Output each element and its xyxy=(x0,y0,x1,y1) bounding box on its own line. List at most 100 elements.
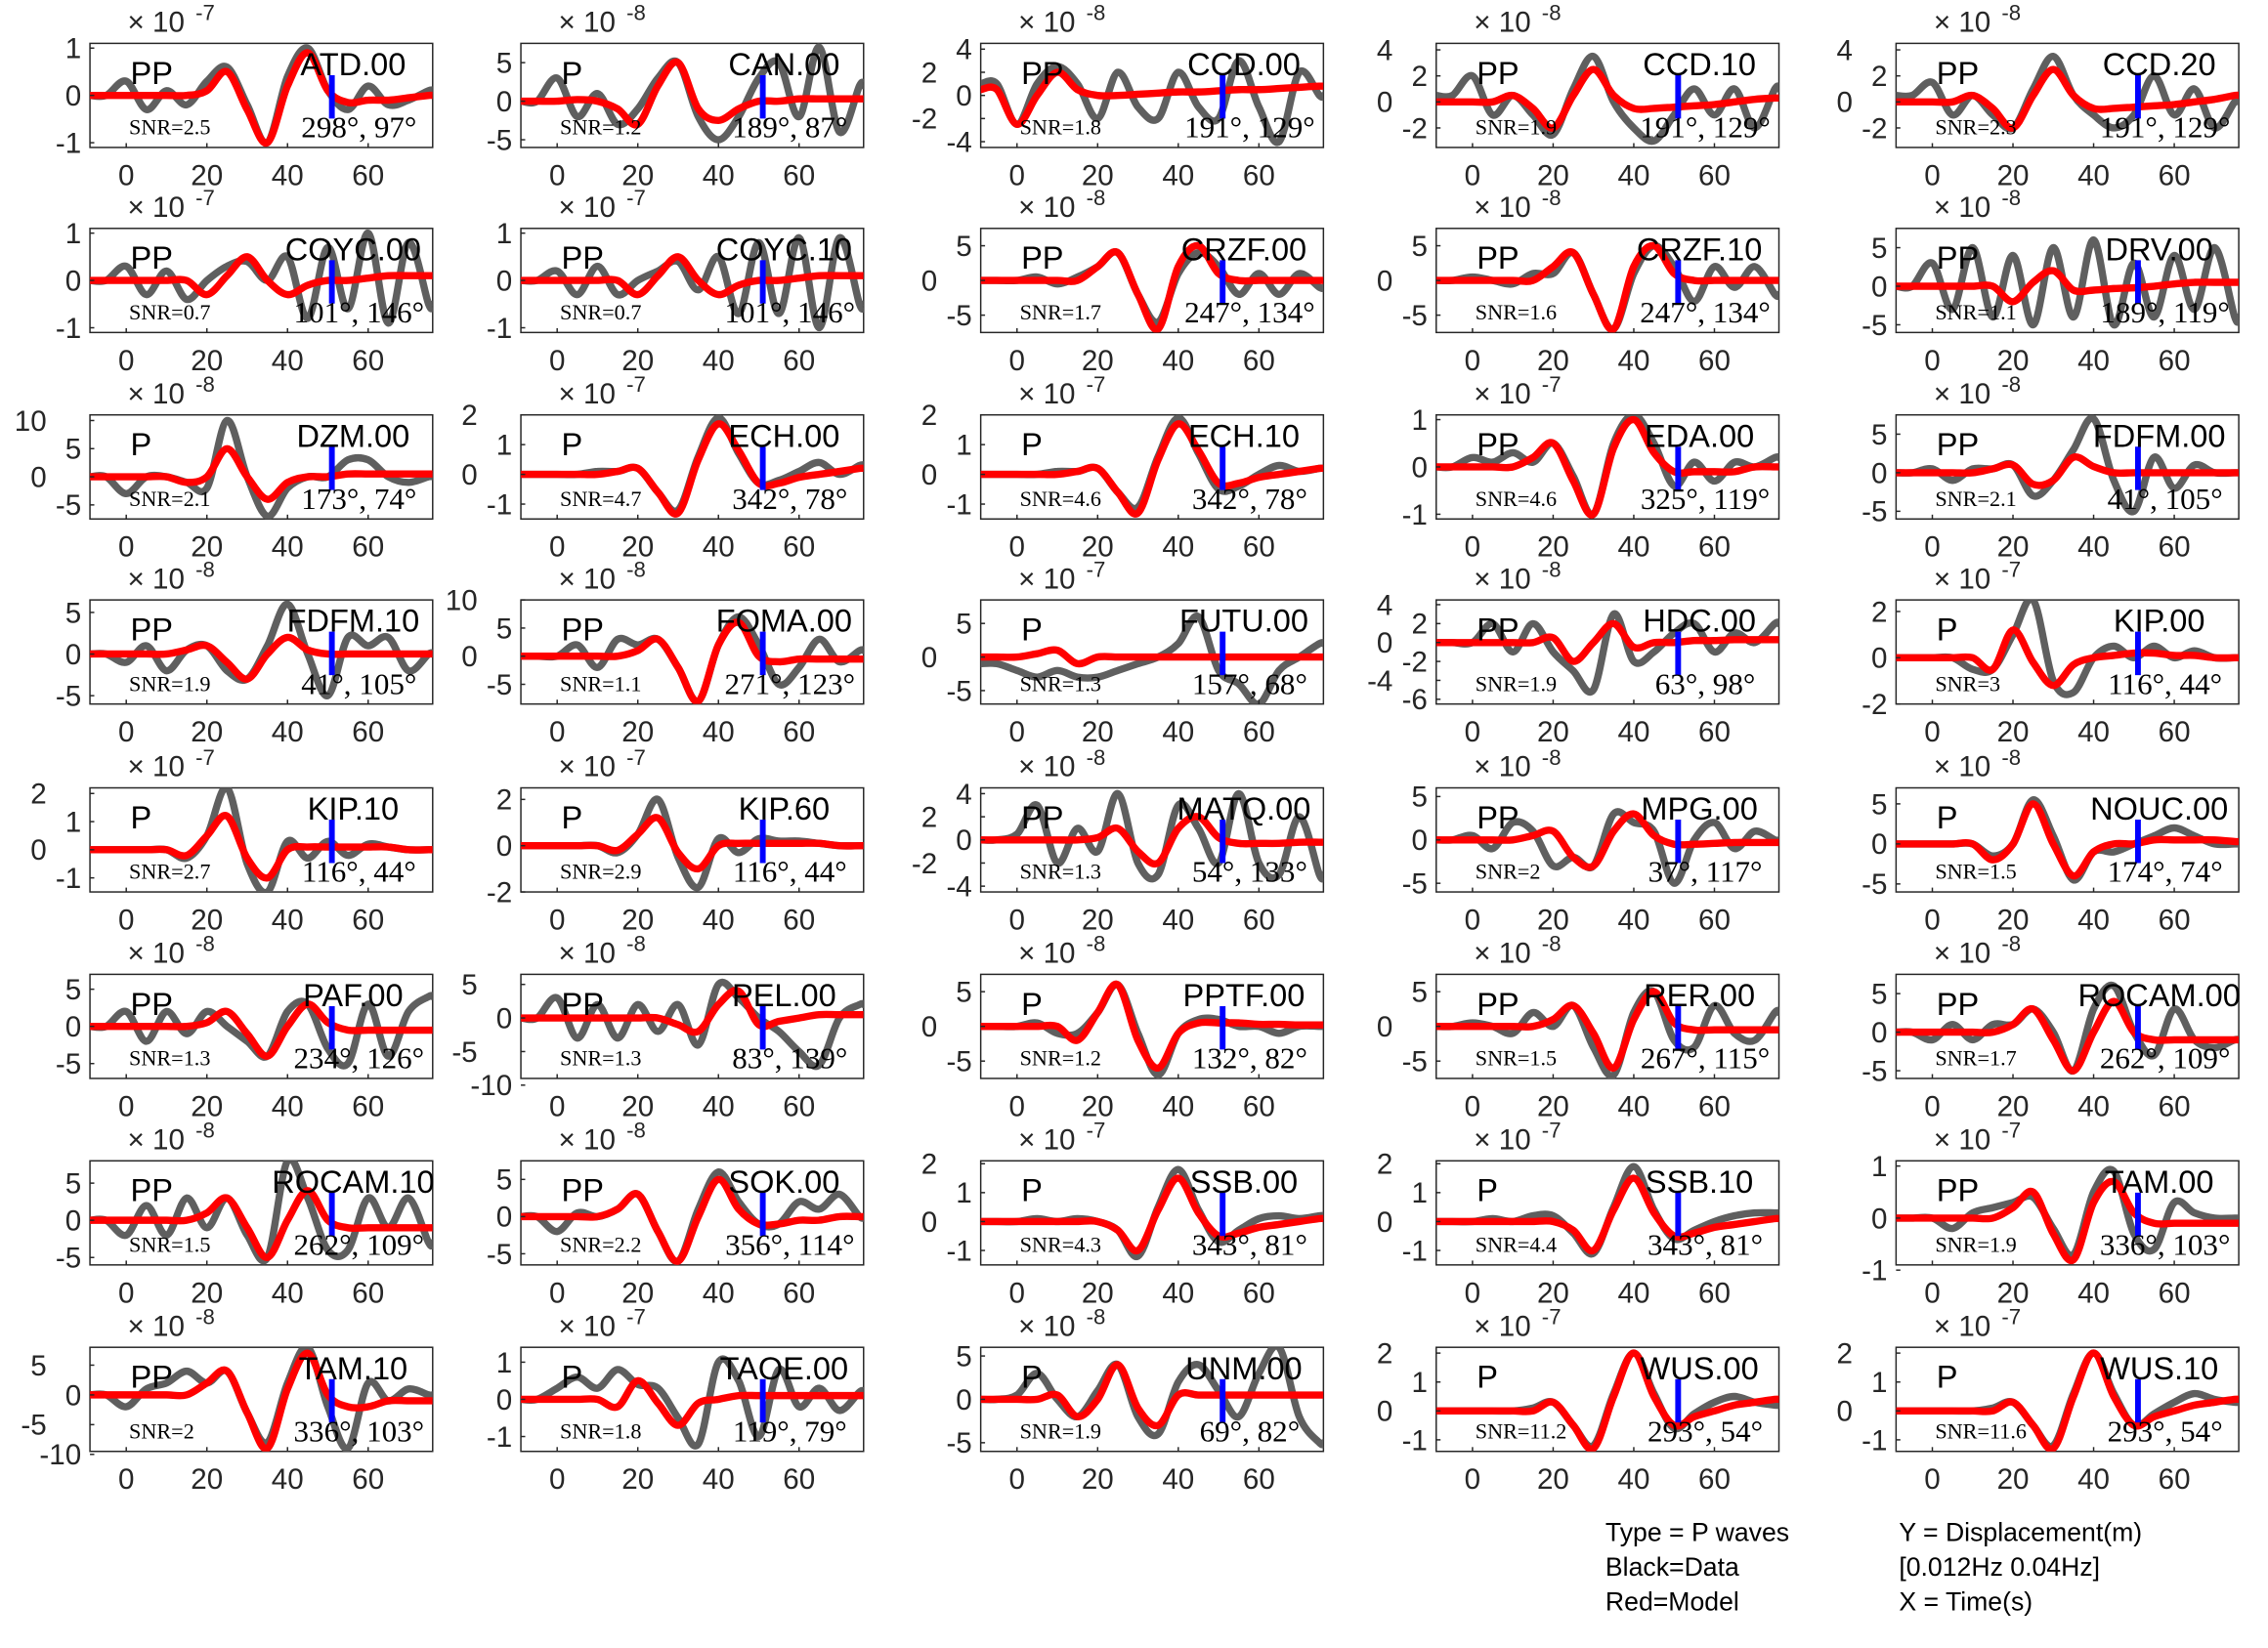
y-tick-label: -2 xyxy=(912,104,937,136)
y-tick-label: 0 xyxy=(956,824,971,857)
snr-label: SNR=11.6 xyxy=(1935,1418,2027,1443)
y-tick-label: 0 xyxy=(496,1384,512,1416)
y-tick-label: -2 xyxy=(1861,112,1887,145)
scale-exponent: -8 xyxy=(1542,932,1562,956)
scale-exponent: -7 xyxy=(2001,1305,2021,1330)
x-tick-label: 60 xyxy=(1698,345,1731,377)
x-tick-label: 40 xyxy=(703,531,735,564)
x-tick-label: 40 xyxy=(272,1463,304,1496)
x-tick-label: 20 xyxy=(1082,159,1114,191)
y-tick-label: 2 xyxy=(921,1149,937,1181)
x-tick-label: 60 xyxy=(783,531,815,564)
x-tick-label: 40 xyxy=(703,1277,735,1309)
scale-exponent: -8 xyxy=(195,1119,215,1143)
legend-line: Black=Data xyxy=(1605,1552,1739,1582)
azimuth-label: 101°, 146° xyxy=(294,295,425,329)
scale-exponent: -8 xyxy=(1087,186,1106,210)
azimuth-label: 173°, 74° xyxy=(301,482,416,516)
y-tick-label: 5 xyxy=(1871,232,1887,265)
x-tick-label: 20 xyxy=(621,531,654,564)
panel-unm-00: P UNM.00 SNR=1.9 69°, 82° × 10 -8 -5 0 5 0 20 40 60 xyxy=(946,1305,1325,1496)
scale-exponent: -8 xyxy=(1087,1,1106,25)
scale-exponent: -8 xyxy=(195,372,215,397)
legend: Type = P waves Black=Data Red=Model Y = Dis… xyxy=(1605,1517,2142,1616)
snr-label: SNR=1.3 xyxy=(129,1046,210,1071)
panel-sok-00: PP SOK.00 SNR=2.2 356°, 114° × 10 -8 -5 0 5 0 20 40… xyxy=(487,1119,865,1309)
station-label: KIP.10 xyxy=(308,791,400,826)
scale-factor: × 10 xyxy=(559,191,616,224)
azimuth-label: 69°, 82° xyxy=(1200,1414,1301,1448)
y-tick-label: 0 xyxy=(1871,1017,1887,1049)
x-tick-label: 0 xyxy=(549,1277,565,1309)
x-tick-label: 0 xyxy=(1465,716,1480,748)
x-tick-label: 60 xyxy=(1243,531,1275,564)
y-tick-label: -1 xyxy=(946,488,971,521)
y-tick-label: 2 xyxy=(30,779,46,811)
scale-factor: × 10 xyxy=(559,7,616,39)
station-label: PPTF.00 xyxy=(1183,978,1305,1013)
phase-label: PP xyxy=(1476,56,1519,91)
snr-label: SNR=1.3 xyxy=(1020,671,1101,696)
x-tick-label: 40 xyxy=(272,905,304,937)
scale-exponent: -8 xyxy=(1542,186,1562,210)
station-label: DRV.00 xyxy=(2106,232,2213,267)
scale-exponent: -8 xyxy=(2001,932,2021,956)
azimuth-label: 293°, 54° xyxy=(2108,1414,2223,1448)
scale-exponent: -7 xyxy=(1087,1119,1106,1143)
x-tick-label: 0 xyxy=(549,905,565,937)
model-trace xyxy=(1896,1177,2240,1265)
y-tick-label: 5 xyxy=(1411,231,1427,263)
scale-factor: × 10 xyxy=(128,563,185,595)
y-tick-label: 4 xyxy=(1377,34,1392,66)
scale-factor: × 10 xyxy=(1018,1123,1075,1156)
station-label: UNM.00 xyxy=(1185,1351,1302,1386)
scale-exponent: -8 xyxy=(1542,557,1562,581)
x-tick-label: 0 xyxy=(118,1090,134,1122)
x-tick-label: 60 xyxy=(1243,345,1275,377)
phase-label: PP xyxy=(1476,240,1519,275)
x-tick-label: 40 xyxy=(1162,1277,1194,1309)
x-tick-label: 60 xyxy=(1698,1277,1731,1309)
scale-exponent: -8 xyxy=(626,1119,646,1143)
y-tick-label: -5 xyxy=(487,124,512,156)
model-trace xyxy=(980,1361,1324,1430)
y-tick-label: 0 xyxy=(1837,1396,1853,1428)
y-tick-label: 5 xyxy=(956,609,971,641)
x-tick-label: 20 xyxy=(1082,1463,1114,1496)
azimuth-label: 116°, 44° xyxy=(302,855,416,889)
y-tick-label: -1 xyxy=(1402,1235,1428,1267)
y-tick-label: 0 xyxy=(30,461,46,493)
station-label: FUTU.00 xyxy=(1179,604,1308,639)
azimuth-label: 132°, 82° xyxy=(1192,1041,1307,1076)
model-trace xyxy=(1896,626,2240,690)
x-tick-label: 0 xyxy=(1465,159,1480,191)
scale-exponent: -7 xyxy=(1542,1305,1562,1330)
scale-factor: × 10 xyxy=(559,1310,616,1342)
x-tick-label: 20 xyxy=(191,1463,223,1496)
azimuth-label: 83°, 139° xyxy=(732,1041,847,1076)
x-tick-label: 20 xyxy=(1537,1277,1569,1309)
snr-label: SNR=2 xyxy=(1476,860,1541,884)
x-tick-label: 60 xyxy=(1698,1090,1731,1122)
phase-label: P xyxy=(1021,1360,1043,1395)
panel-fdfm-10: PP FDFM.10 SNR=1.9 41°, 105° × 10 -8 -5 0 5 0 20 40… xyxy=(56,557,434,748)
y-tick-label: 0 xyxy=(1871,828,1887,861)
data-trace xyxy=(1435,53,1779,146)
phase-label: PP xyxy=(561,613,603,648)
x-tick-label: 40 xyxy=(703,1090,735,1122)
y-tick-label: 1 xyxy=(496,1347,512,1379)
station-label: NOUC.00 xyxy=(2090,791,2228,826)
scale-factor: × 10 xyxy=(1474,751,1530,783)
model-trace xyxy=(90,1349,433,1452)
y-tick-label: -2 xyxy=(912,848,937,880)
snr-label: SNR=1.8 xyxy=(1020,115,1101,140)
scale-factor: × 10 xyxy=(128,7,185,39)
snr-label: SNR=3 xyxy=(1935,671,2000,696)
x-tick-label: 40 xyxy=(1618,531,1650,564)
y-tick-label: 5 xyxy=(461,969,477,1001)
x-tick-label: 0 xyxy=(1465,1277,1480,1309)
y-tick-label: 1 xyxy=(65,806,81,838)
